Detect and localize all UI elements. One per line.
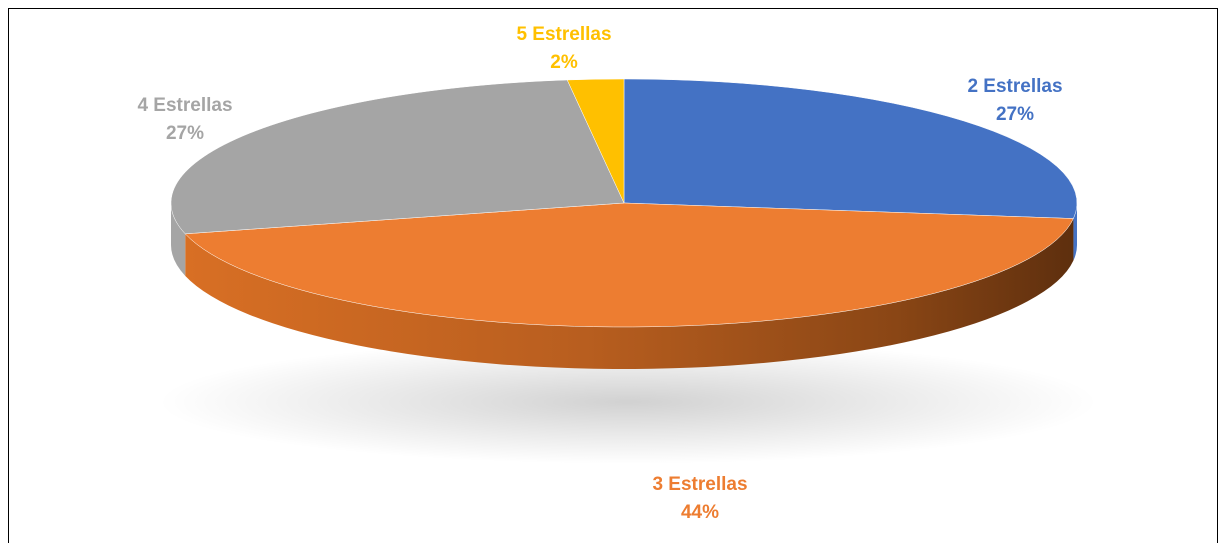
data-percent-5-estrellas: 2% [550, 52, 578, 73]
pie-side-2-estrellas [1073, 203, 1077, 261]
pie-side-3-estrellas [185, 218, 1074, 369]
data-percent-2-estrellas: 27% [996, 104, 1034, 125]
data-label-3-estrellas: 3 Estrellas [652, 474, 747, 495]
pie-slice-5-estrellas[interactable] [566, 78, 625, 204]
pie-slice-2-estrellas[interactable] [623, 78, 1078, 219]
pie-slice-3-estrellas[interactable] [184, 202, 1074, 328]
pie-side-4-estrellas [171, 203, 186, 276]
data-label-5-estrellas: 5 Estrellas [516, 24, 611, 45]
data-label-2-estrellas: 2 Estrellas [967, 76, 1062, 97]
data-percent-4-estrellas: 27% [166, 123, 204, 144]
data-label-4-estrellas: 4 Estrellas [137, 95, 232, 116]
pie-shadow [158, 340, 1098, 464]
pie-slice-4-estrellas[interactable] [170, 79, 625, 235]
data-percent-3-estrellas: 44% [681, 502, 719, 523]
